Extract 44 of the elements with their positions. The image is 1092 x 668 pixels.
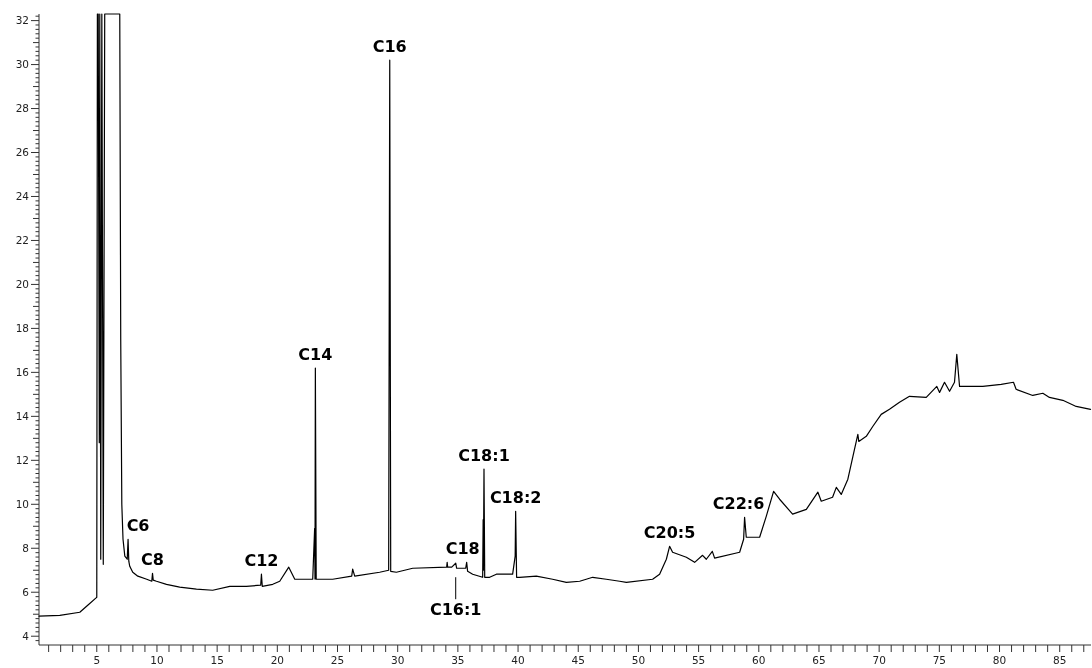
y-tick-label: 4 [22, 629, 30, 642]
x-tick-label: 40 [511, 654, 525, 666]
annotation: C8 [141, 550, 164, 570]
x-tick-label: 60 [752, 654, 766, 666]
x-tick-label: 80 [992, 654, 1007, 666]
annotation: C18:2 [489, 488, 542, 508]
y-tick-label: 26 [15, 146, 30, 159]
x-tick-label: 30 [391, 654, 405, 666]
y-tick-label: 22 [15, 234, 29, 247]
y-tick-label: 12 [15, 453, 29, 466]
annotation: C22:6 [712, 494, 765, 514]
x-tick-label: 20 [270, 654, 285, 666]
x-tick-label: 65 [812, 654, 826, 666]
x-tick-label: 25 [330, 654, 345, 666]
x-tick-label: 70 [872, 654, 886, 666]
y-tick-label: 8 [22, 541, 29, 554]
y-tick-label: 32 [15, 14, 29, 27]
y-tick-label: 18 [15, 322, 29, 335]
y-tick-label: 14 [15, 410, 30, 423]
y-tick-label: 10 [15, 497, 29, 510]
y-tick-label: 6 [22, 585, 30, 598]
line-series [38, 13, 1092, 617]
x-tick-label: 45 [571, 654, 585, 666]
annotation: C14 [298, 344, 333, 364]
y-tick-label: 30 [15, 58, 29, 71]
y-tick-label: 16 [15, 366, 30, 379]
annotation: C6 [126, 516, 150, 536]
x-tick-label: 55 [691, 654, 706, 666]
annotation: C20:5 [643, 523, 696, 543]
x-tick-label: 35 [451, 654, 465, 666]
annotation: C12 [244, 551, 279, 571]
x-tick-label: 75 [932, 654, 947, 666]
y-tick-label: 24 [15, 190, 30, 203]
y-tick-label: 28 [15, 102, 29, 115]
x-tick-label: 85 [1053, 654, 1067, 666]
annotation: C18:1 [458, 446, 510, 466]
annotation: C16 [372, 37, 407, 57]
x-tick-label: 10 [150, 654, 164, 666]
annotation: C16:1 [429, 600, 482, 620]
x-tick-label: 15 [210, 654, 224, 666]
x-tick-label: 5 [93, 654, 101, 666]
y-tick-label: 20 [15, 278, 29, 291]
annotation: C18 [445, 539, 480, 559]
x-tick-label: 50 [631, 654, 646, 666]
